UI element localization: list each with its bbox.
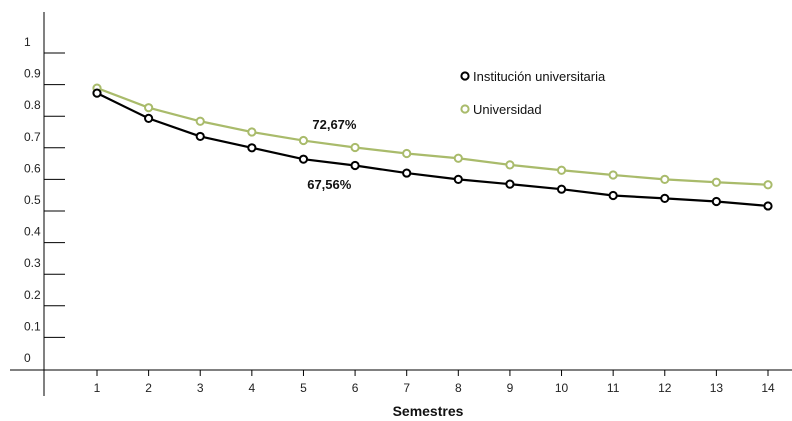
annotation-label: 67,56%	[307, 177, 352, 192]
x-tick-label: 1	[94, 381, 101, 395]
annotation-label: 72,67%	[312, 117, 357, 132]
y-tick-label: 0.6	[24, 161, 41, 175]
y-tick-label: 0.2	[24, 288, 41, 302]
x-tick-label: 9	[507, 381, 514, 395]
x-tick-label: 4	[249, 381, 256, 395]
data-point	[556, 165, 567, 175]
x-tick-label: 5	[300, 381, 307, 395]
data-point	[247, 143, 257, 153]
data-point	[350, 142, 360, 153]
data-point	[247, 127, 257, 137]
data-point	[350, 160, 360, 171]
x-tick-label: 11	[607, 381, 620, 395]
y-axis-ticks: 0 0.1 0.2 0.3 0.4 0.5 0.6 0.7 0.8 0.9 1	[24, 35, 65, 365]
x-tick-label: 8	[455, 381, 462, 395]
data-point	[298, 135, 309, 146]
x-tick-label: 6	[352, 381, 359, 395]
data-point	[298, 154, 309, 164]
series-line	[96, 92, 769, 208]
chart-annotations: 72,67% 67,56%	[307, 117, 357, 192]
x-tick-label: 12	[658, 381, 672, 395]
y-tick-label: 0.3	[24, 256, 41, 270]
data-point	[763, 180, 773, 190]
data-point	[453, 174, 463, 184]
x-tick-label: 14	[761, 381, 775, 395]
data-point	[556, 184, 567, 194]
data-point	[144, 113, 154, 124]
legend-label: Institución universitaria	[473, 69, 606, 84]
data-point	[402, 148, 412, 159]
x-axis-ticks: 1 2 3 4 5 6 7 8 9 10 11 12 13 14	[94, 370, 775, 395]
series-line	[96, 87, 769, 186]
y-tick-label: 0.8	[24, 98, 41, 112]
y-tick-label: 0.1	[24, 319, 41, 333]
y-tick-label: 0.7	[24, 130, 41, 144]
data-point	[660, 174, 670, 184]
chart-legend: Institución universitaria Universidad	[460, 69, 606, 117]
data-point	[144, 103, 154, 113]
x-tick-label: 10	[555, 381, 569, 395]
data-point	[711, 196, 721, 207]
data-point	[711, 177, 721, 187]
x-tick-label: 7	[403, 381, 410, 395]
legend-marker	[460, 104, 470, 114]
y-tick-label: 0.5	[24, 193, 41, 207]
data-point	[505, 160, 515, 170]
data-point	[763, 201, 773, 211]
chart-series	[92, 83, 773, 211]
legend-marker	[460, 71, 470, 81]
data-point	[608, 170, 618, 180]
chart-axes	[10, 12, 792, 396]
data-point	[608, 190, 618, 201]
data-point	[195, 131, 205, 142]
data-point	[92, 88, 102, 98]
y-tick-label: 1	[24, 35, 31, 49]
data-point	[195, 116, 205, 126]
legend-label: Universidad	[473, 102, 542, 117]
x-tick-label: 13	[710, 381, 724, 395]
data-point	[505, 179, 515, 189]
y-tick-label: 0.9	[24, 67, 41, 81]
y-tick-label: 0.4	[24, 225, 41, 239]
y-tick-label: 0	[24, 351, 31, 365]
x-tick-label: 3	[197, 381, 204, 395]
data-point	[660, 193, 670, 203]
x-axis-label: Semestres	[393, 403, 464, 419]
data-point	[402, 168, 412, 178]
data-point	[453, 153, 463, 163]
x-tick-label: 2	[145, 381, 152, 395]
